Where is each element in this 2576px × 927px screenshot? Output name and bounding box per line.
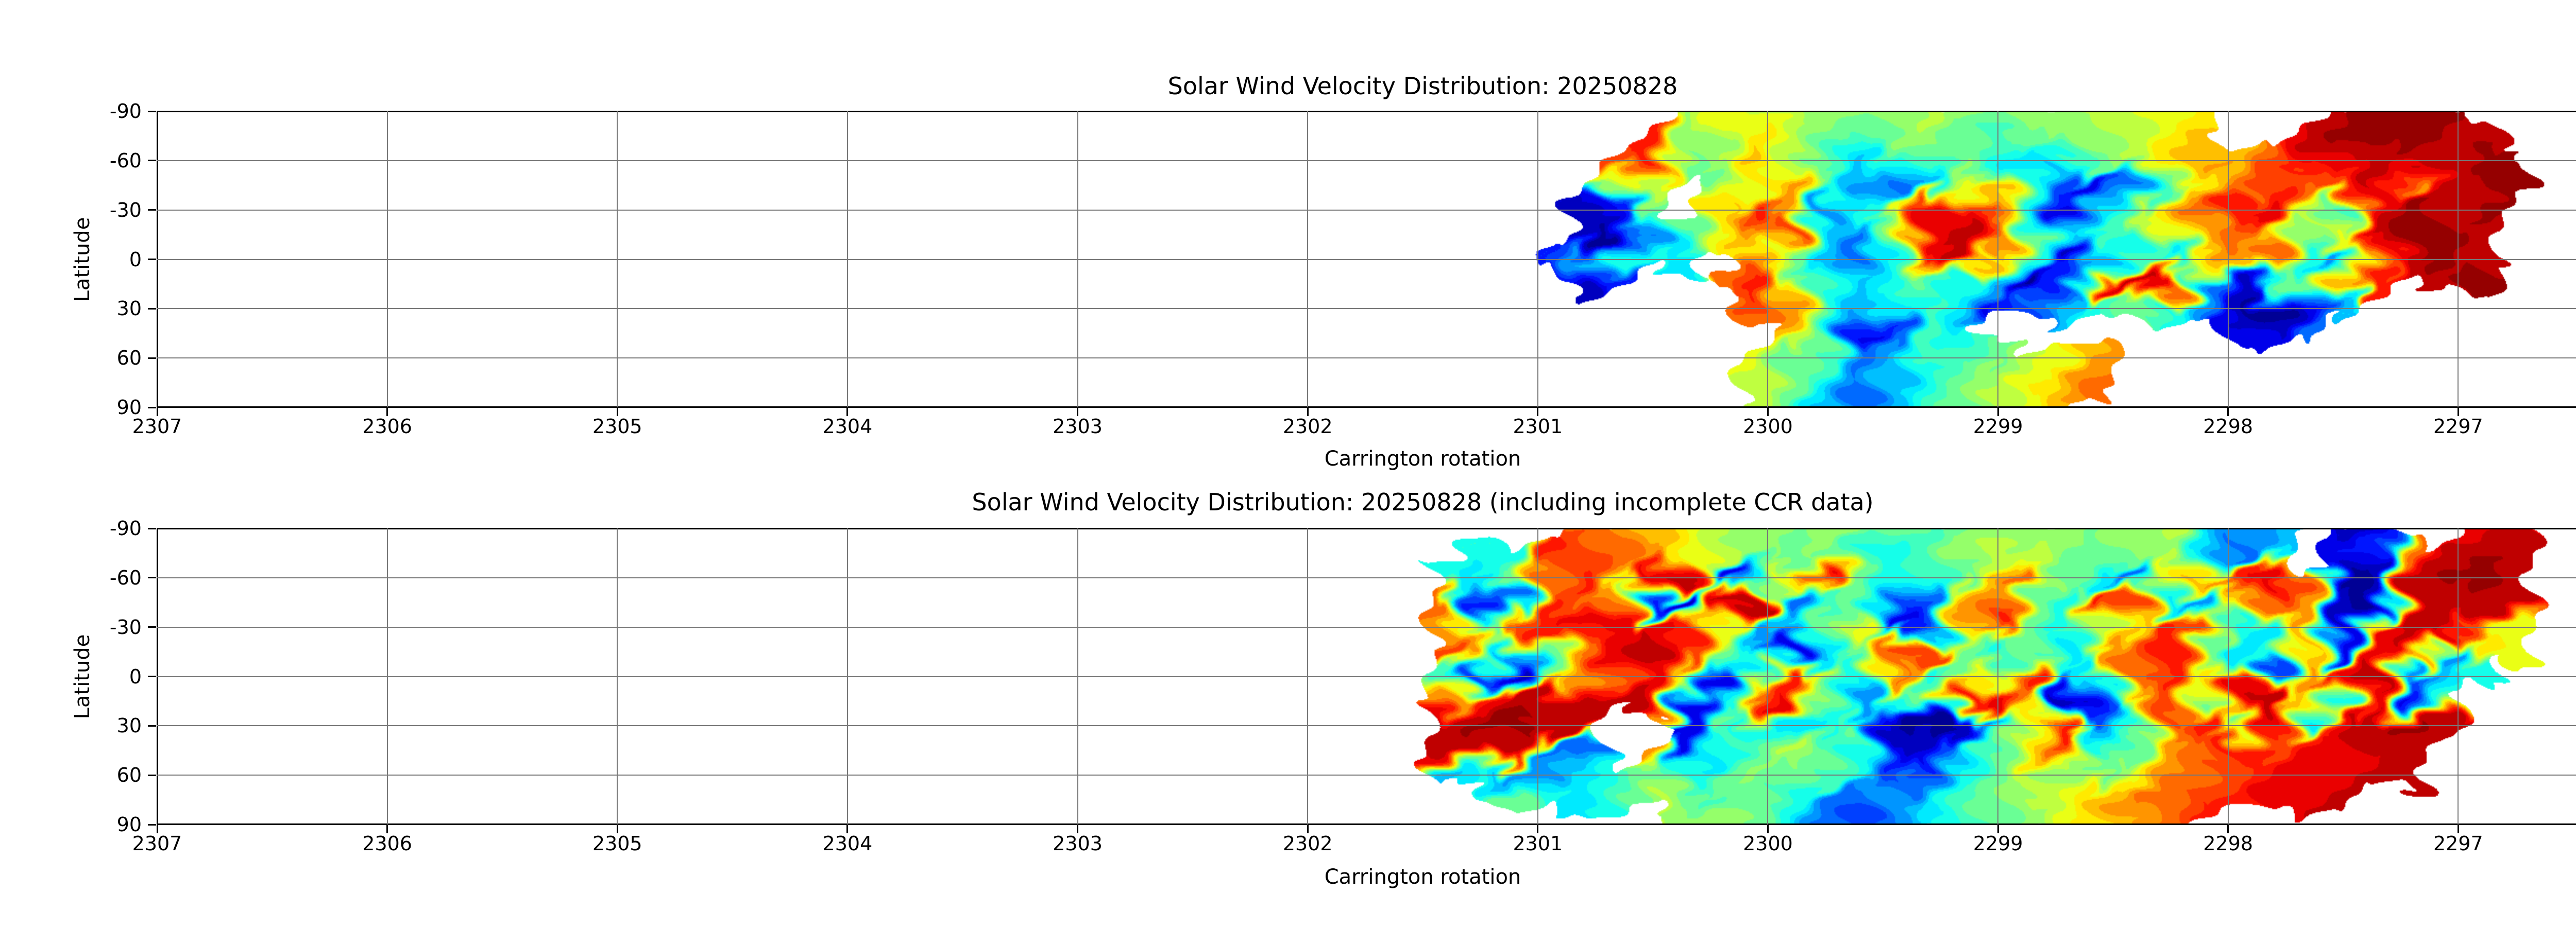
x-tick-label: 2305 [592, 832, 642, 855]
x-tick-label: 2297 [2433, 832, 2483, 855]
gridline-horizontal [157, 160, 2576, 161]
y-tick-mark [148, 676, 156, 677]
bottom-panel-x-axis-label: Carrington rotation [1324, 865, 1521, 889]
gridline-horizontal [157, 577, 2576, 578]
x-tick-mark [1307, 825, 1309, 833]
y-tick-label: 0 [129, 665, 142, 688]
x-tick-label: 2298 [2203, 832, 2253, 855]
y-tick-label: -30 [109, 198, 142, 221]
x-tick-mark [156, 825, 158, 833]
x-tick-mark [2457, 408, 2459, 416]
x-tick-mark [156, 408, 158, 416]
y-tick-label: 90 [116, 396, 142, 419]
x-tick-label: 2307 [132, 832, 182, 855]
y-tick-mark [148, 774, 156, 776]
x-tick-mark [1767, 408, 1769, 416]
y-tick-mark [148, 577, 156, 579]
y-tick-mark [148, 725, 156, 727]
x-tick-mark [386, 408, 388, 416]
y-tick-mark [148, 160, 156, 162]
gridline-horizontal [157, 775, 2576, 776]
y-tick-label: -90 [109, 517, 142, 540]
y-tick-mark [148, 110, 156, 112]
y-tick-label: 90 [116, 813, 142, 836]
gridline-horizontal [157, 725, 2576, 727]
gridline-horizontal [157, 626, 2576, 628]
x-tick-label: 2306 [362, 832, 412, 855]
x-tick-label: 2304 [822, 832, 873, 855]
gridline-horizontal [157, 357, 2576, 359]
x-tick-label: 2299 [1973, 832, 2023, 855]
x-tick-label: 2303 [1053, 832, 1103, 855]
x-tick-mark [1077, 408, 1079, 416]
x-tick-mark [616, 408, 618, 416]
x-tick-label: 2307 [132, 415, 182, 438]
x-tick-label: 2303 [1053, 415, 1103, 438]
x-tick-mark [2227, 408, 2229, 416]
y-tick-mark [148, 307, 156, 310]
x-tick-label: 2306 [362, 415, 412, 438]
x-tick-mark [616, 825, 618, 833]
x-tick-mark [2227, 825, 2229, 833]
x-tick-mark [1997, 408, 1999, 416]
y-tick-mark [148, 823, 156, 826]
y-tick-label: 60 [116, 764, 142, 787]
y-tick-label: 30 [116, 297, 142, 320]
x-tick-label: 2298 [2203, 415, 2253, 438]
y-tick-label: -90 [109, 100, 142, 123]
x-tick-mark [1767, 825, 1769, 833]
y-tick-label: 60 [116, 347, 142, 370]
y-tick-mark [148, 527, 156, 529]
x-tick-label: 2300 [1743, 415, 1793, 438]
top-panel-title: Solar Wind Velocity Distribution: 202508… [1167, 72, 1678, 100]
x-tick-mark [2457, 825, 2459, 833]
y-tick-label: 30 [116, 714, 142, 737]
y-tick-label: -60 [109, 566, 142, 589]
gridline-horizontal [157, 259, 2576, 260]
y-tick-mark [148, 357, 156, 359]
x-tick-mark [1537, 825, 1539, 833]
y-tick-label: -60 [109, 149, 142, 172]
x-tick-label: 2302 [1282, 832, 1333, 855]
gridline-horizontal [157, 676, 2576, 677]
x-tick-mark [846, 408, 849, 416]
y-tick-label: -30 [109, 615, 142, 639]
gridline-horizontal [157, 209, 2576, 211]
x-tick-label: 2304 [822, 415, 873, 438]
gridline-horizontal [157, 308, 2576, 310]
x-tick-label: 2297 [2433, 415, 2483, 438]
y-tick-mark [148, 406, 156, 408]
top-panel-x-axis-label: Carrington rotation [1324, 447, 1521, 471]
x-tick-label: 2300 [1743, 832, 1793, 855]
x-tick-mark [1307, 408, 1309, 416]
x-tick-label: 2299 [1973, 415, 2023, 438]
y-tick-mark [148, 209, 156, 211]
x-tick-mark [1077, 825, 1079, 833]
x-tick-mark [1997, 825, 1999, 833]
x-tick-mark [386, 825, 388, 833]
y-tick-mark [148, 626, 156, 628]
y-tick-mark [148, 259, 156, 260]
bottom-panel-title: Solar Wind Velocity Distribution: 202508… [972, 488, 1874, 516]
x-tick-label: 2302 [1282, 415, 1333, 438]
x-tick-mark [1537, 408, 1539, 416]
x-tick-label: 2301 [1513, 832, 1563, 855]
x-tick-label: 2305 [592, 415, 642, 438]
y-tick-label: 0 [129, 248, 142, 271]
x-tick-mark [846, 825, 849, 833]
x-tick-label: 2301 [1513, 415, 1563, 438]
